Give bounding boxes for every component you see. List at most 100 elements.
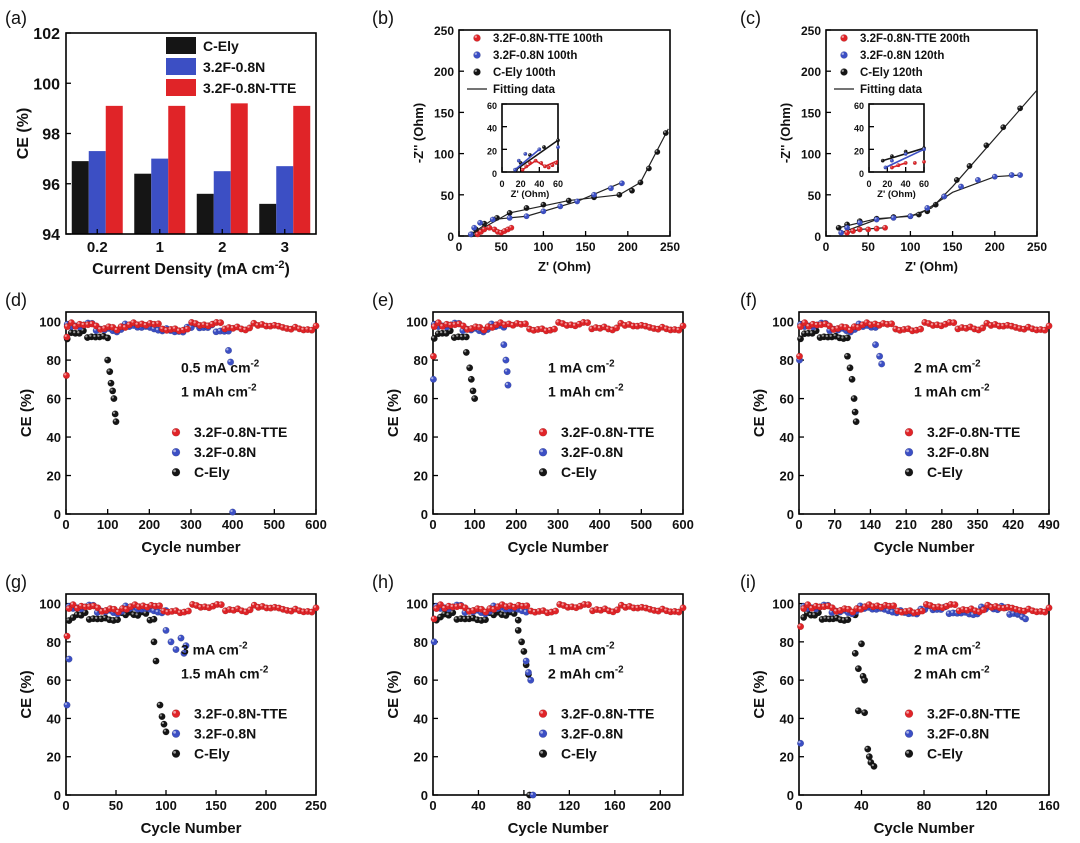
- legend-marker-highlight: [841, 69, 845, 72]
- data-point-n: [430, 638, 438, 646]
- data-point-tte-highlight: [102, 326, 105, 329]
- y-tick-label: 80: [414, 353, 428, 368]
- data-point-tte-highlight: [235, 606, 238, 609]
- data-point-ely-highlight: [472, 396, 475, 399]
- legend-label: 3.2F-0.8N-TTE: [194, 424, 287, 440]
- x-tick-label: 50: [109, 798, 123, 813]
- data-point-tte-highlight: [870, 604, 874, 607]
- data-point-n: [618, 180, 625, 187]
- data-point-n-highlight: [478, 220, 481, 223]
- x-axis-label: Z' (Ohm): [538, 259, 591, 274]
- data-point-tte-highlight: [968, 324, 971, 327]
- data-point-tte-highlight: [263, 323, 267, 327]
- data-point-n-highlight: [431, 639, 435, 642]
- x-tick-label: 500: [630, 517, 652, 532]
- data-point-tte-highlight: [524, 603, 527, 606]
- data-point-tte-highlight: [997, 605, 1000, 608]
- annotation-line-1: 1 mA cm-2: [548, 640, 615, 657]
- data-point-tte-highlight: [835, 326, 838, 329]
- data-point-tte: [508, 224, 515, 231]
- data-point-ely: [835, 224, 842, 231]
- data-point-tte-highlight: [309, 609, 312, 613]
- data-point-tte-highlight: [77, 321, 80, 325]
- annotation-line-2: 1 mAh cm-2: [914, 383, 990, 400]
- data-point-ely-highlight: [77, 331, 80, 334]
- data-point-tte-highlight: [829, 605, 833, 608]
- legend-marker: [538, 428, 548, 437]
- data-point-tte-highlight: [492, 227, 495, 230]
- data-point-tte-highlight: [860, 322, 863, 325]
- inset-point-highlight: [890, 166, 892, 168]
- data-point-ely-highlight: [431, 336, 435, 339]
- data-point-ely-highlight: [823, 616, 826, 619]
- data-point-tte-highlight: [89, 321, 93, 324]
- inset-point-highlight: [551, 163, 553, 166]
- data-point-n-highlight: [489, 321, 492, 324]
- data-point-tte-highlight: [462, 605, 466, 608]
- annotation-line-1: 2 mA cm-2: [914, 640, 981, 657]
- bar-ely: [196, 193, 214, 234]
- data-point-tte-highlight: [288, 326, 292, 330]
- data-point-ely-highlight: [439, 330, 443, 334]
- legend-marker-highlight: [540, 750, 543, 754]
- data-point-tte-highlight: [951, 320, 954, 323]
- data-point-ely-highlight: [838, 617, 841, 620]
- data-point-n-highlight: [879, 361, 882, 364]
- data-point-n-highlight: [507, 215, 510, 218]
- data-point-n: [872, 341, 879, 349]
- panel-label: (i): [740, 572, 756, 592]
- data-point-tte-highlight: [280, 325, 283, 328]
- data-point-tte-highlight: [868, 322, 871, 325]
- data-point-n: [574, 198, 581, 205]
- data-point-tte-highlight: [602, 606, 605, 609]
- data-point-n-highlight: [857, 603, 861, 606]
- data-point-tte-highlight: [87, 604, 90, 607]
- data-point-tte-highlight: [993, 604, 996, 607]
- data-point-tte-highlight: [809, 605, 812, 609]
- y-tick-label: 0: [421, 788, 428, 803]
- legend-label: 3.2F-0.8N: [927, 726, 989, 742]
- legend-marker-highlight: [540, 469, 543, 473]
- data-point-tte-highlight: [549, 609, 552, 613]
- data-point-tte-highlight: [1038, 609, 1041, 612]
- data-point-tte-highlight: [838, 608, 841, 611]
- data-point-tte-highlight: [980, 325, 983, 328]
- data-point-tte-highlight: [510, 322, 514, 326]
- data-point-tte-highlight: [1046, 605, 1049, 608]
- y-tick-label: 80: [780, 353, 794, 368]
- data-point-n-highlight: [523, 658, 527, 661]
- data-point-tte-highlight: [226, 325, 229, 328]
- x-tick-label: 0: [795, 517, 802, 532]
- inset-point: [922, 147, 926, 152]
- data-point-n: [502, 356, 510, 364]
- data-point-ely-highlight: [830, 616, 834, 619]
- data-point-tte: [430, 615, 438, 623]
- data-point-tte-highlight: [901, 327, 905, 330]
- data-point-ely-highlight: [143, 611, 146, 614]
- data-point-tte-highlight: [1034, 327, 1037, 330]
- legend-marker-highlight: [906, 469, 909, 473]
- y-tick-label: 40: [47, 711, 61, 726]
- data-point-tte: [1045, 604, 1053, 612]
- data-point-tte-highlight: [930, 323, 934, 326]
- data-point-n-highlight: [886, 608, 889, 611]
- legend-marker-highlight: [841, 52, 845, 56]
- data-point-tte-highlight: [231, 607, 234, 611]
- data-point-n: [878, 360, 886, 368]
- data-point-tte-highlight: [116, 609, 119, 613]
- legend-label: 3.2F-0.8N: [194, 726, 256, 742]
- data-point-ely-highlight: [841, 618, 845, 621]
- bar-n: [276, 166, 294, 234]
- data-point-tte-highlight: [528, 608, 531, 611]
- data-point-n-highlight: [173, 647, 176, 650]
- data-point-ely: [966, 163, 973, 169]
- data-point-ely: [844, 616, 852, 624]
- data-point-tte: [888, 320, 896, 328]
- x-tick-label: 60: [919, 179, 929, 189]
- data-point-tte-highlight: [985, 602, 988, 606]
- data-point-ely-highlight: [856, 708, 859, 711]
- legend-marker: [538, 729, 548, 738]
- data-point-n-highlight: [592, 192, 595, 195]
- data-point-ely-highlight: [521, 649, 524, 652]
